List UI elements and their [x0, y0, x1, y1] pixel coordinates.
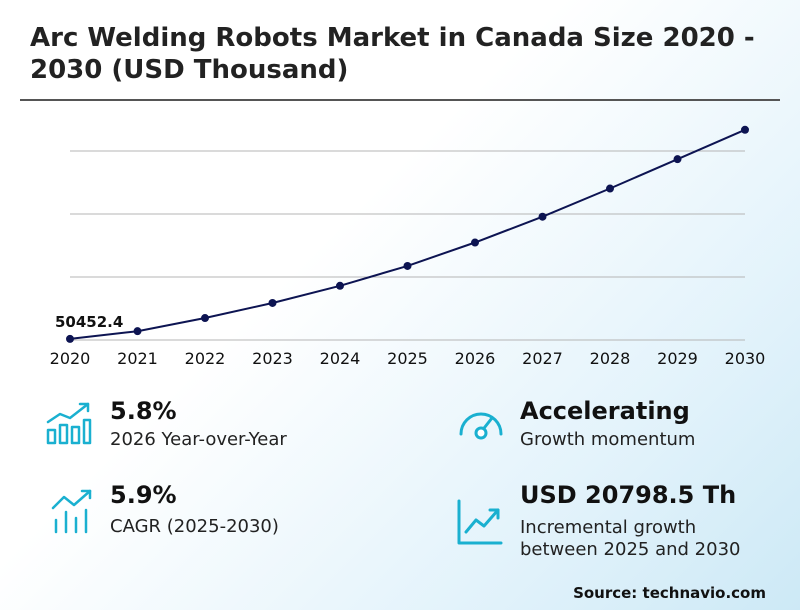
source-note: Source: technavio.com	[573, 584, 766, 602]
cagr-value: 5.9%	[110, 481, 177, 509]
data-point-2029	[674, 155, 682, 163]
data-point-2030	[741, 126, 749, 134]
trend-bars-icon	[50, 488, 98, 536]
x-tick-label-2025: 2025	[387, 349, 428, 368]
data-point-2021	[134, 327, 142, 335]
gridlines	[70, 151, 745, 340]
line-chart-icon	[456, 498, 504, 546]
gauge-icon	[456, 402, 506, 442]
data-point-2027	[539, 213, 547, 221]
data-point-2028	[606, 185, 614, 193]
data-points	[66, 126, 749, 343]
x-tick-label-2028: 2028	[590, 349, 631, 368]
x-axis-ticks: 2020 2021 2022 2023 2024 2025 2026 2027 2028 2029…	[50, 349, 766, 368]
x-tick-label-2021: 2021	[117, 349, 158, 368]
data-point-2024	[336, 282, 344, 290]
x-tick-label-2024: 2024	[320, 349, 361, 368]
data-point-2020	[66, 335, 74, 343]
first-value-label: 50452.4	[55, 313, 123, 331]
x-tick-label-2027: 2027	[522, 349, 563, 368]
line-chart: 2020 2021 2022 2023 2024 2025 2026 2027 2028 2029…	[0, 0, 800, 380]
x-tick-label-2030: 2030	[725, 349, 766, 368]
momentum-label: Growth momentum	[520, 429, 695, 451]
data-point-2026	[471, 239, 479, 247]
cagr-label: CAGR (2025-2030)	[110, 516, 279, 538]
x-tick-label-2022: 2022	[185, 349, 226, 368]
data-point-2023	[269, 299, 277, 307]
data-point-2022	[201, 314, 209, 322]
series-line	[70, 130, 745, 339]
x-tick-label-2026: 2026	[455, 349, 496, 368]
incremental-label-line2: between 2025 and 2030	[520, 539, 740, 561]
momentum-value: Accelerating	[520, 397, 690, 425]
incremental-value: USD 20798.5 Th	[520, 481, 736, 509]
data-point-2025	[404, 262, 412, 270]
x-tick-label-2029: 2029	[657, 349, 698, 368]
bar-chart-icon	[44, 400, 94, 446]
yoy-value: 5.8%	[110, 397, 177, 425]
yoy-label: 2026 Year-over-Year	[110, 429, 287, 451]
x-tick-label-2023: 2023	[252, 349, 293, 368]
x-tick-label-2020: 2020	[50, 349, 91, 368]
incremental-label-line1: Incremental growth	[520, 517, 696, 539]
